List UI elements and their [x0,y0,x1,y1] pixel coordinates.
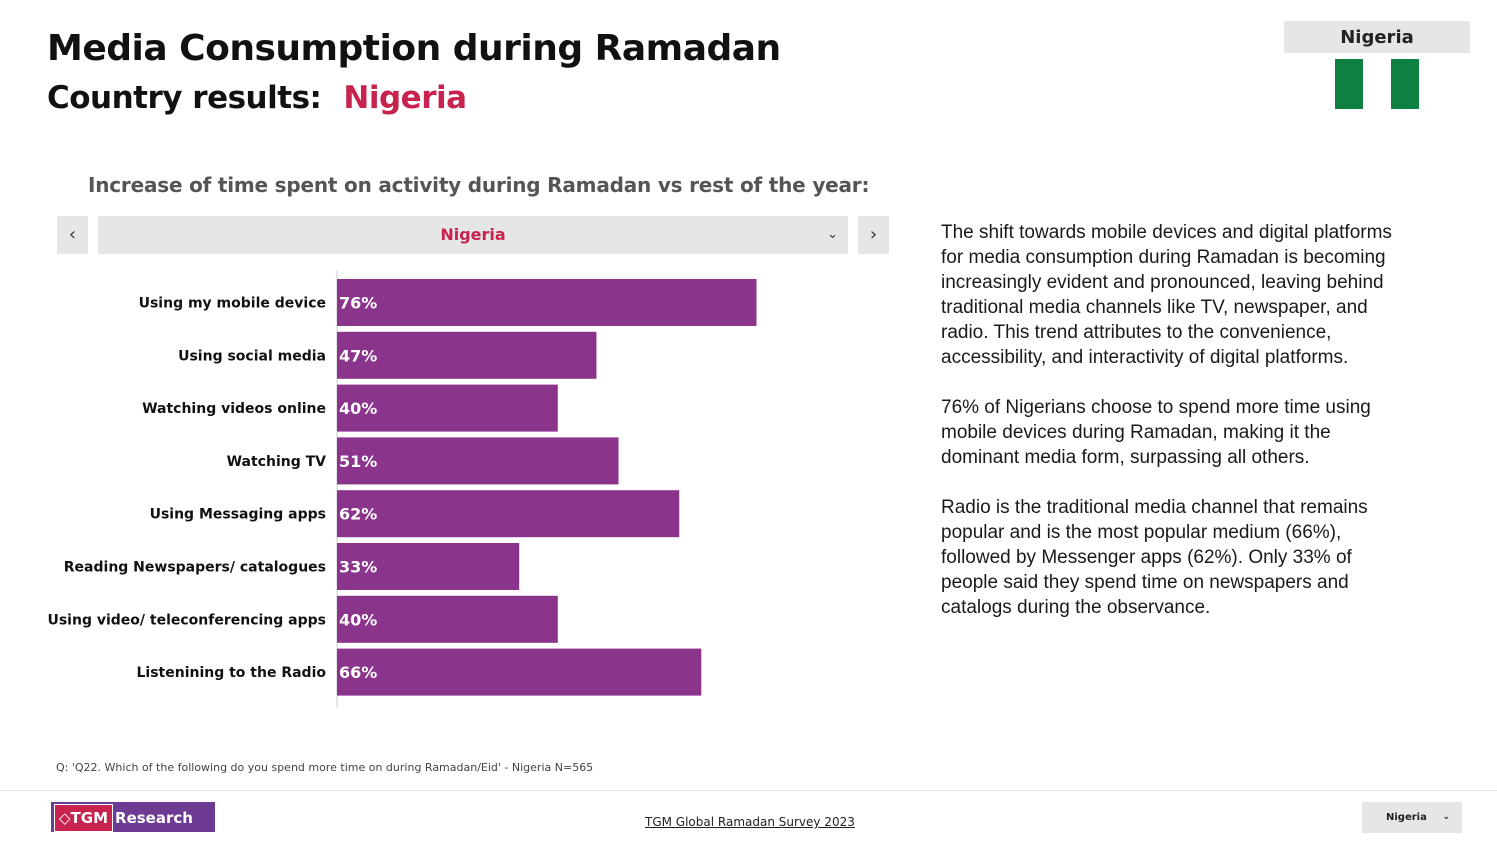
country-dropdown[interactable]: Nigeria ⌄ [98,216,848,254]
data-label: 33% [339,558,377,577]
subtitle-label: Country results: [47,80,322,116]
narrative-text: The shift towards mobile devices and dig… [941,220,1411,645]
previous-button[interactable]: ‹ [57,216,88,254]
category-label: Watching videos online [142,401,326,417]
footnote: Q: 'Q22. Which of the following do you s… [56,761,594,774]
data-label: 62% [339,505,377,524]
page-title: Media Consumption during Ramadan [47,28,781,69]
category-label: Listenining to the Radio [136,665,326,681]
bar [337,595,558,643]
category-label: Using social media [178,348,326,364]
data-label: 66% [339,663,377,682]
bar [337,437,619,485]
nigeria-flag-icon [1335,59,1419,109]
bar [337,279,757,326]
dropdown-value: Nigeria [440,225,506,244]
bar-chart: Using my mobile device 76% Using social me… [47,270,757,708]
page-subtitle: Country results: Nigeria [47,80,467,116]
chevron-left-icon: ‹ [68,224,77,245]
category-label: Watching TV [227,454,327,470]
category-label: Using Messaging apps [150,507,326,523]
bar [337,543,520,590]
bar [337,490,680,538]
data-label: 51% [339,452,377,471]
data-label: 40% [339,399,377,418]
footer-select-value: Nigeria [1386,812,1427,823]
bar [337,648,702,696]
category-label: Using my mobile device [139,296,326,312]
footer-country-select[interactable]: Nigeria ⌄ [1362,802,1462,833]
chevron-down-icon: ⌄ [1442,812,1450,822]
narrative-paragraph: The shift towards mobile devices and dig… [941,222,1392,368]
country-label-box: Nigeria [1284,21,1470,53]
category-label: Reading Newspapers/ catalogues [64,560,326,576]
next-button[interactable]: › [858,216,889,254]
survey-link[interactable]: TGM Global Ramadan Survey 2023 [645,815,855,829]
subtitle-country: Nigeria [343,80,467,116]
bar [337,331,597,379]
data-label: 76% [339,294,377,313]
category-label: Using video/ teleconferencing apps [47,612,326,628]
chevron-down-icon: ⌄ [827,227,838,242]
bar [337,384,558,432]
footer-divider [0,790,1497,791]
data-label: 40% [339,610,377,629]
logo-text: Research [115,809,193,827]
data-label: 47% [339,346,377,365]
tgm-research-logo: ◇TGM Research [51,802,215,832]
narrative-paragraph: 76% of Nigerians choose to spend more ti… [941,397,1371,468]
logo-mark: ◇TGM [54,804,114,832]
chart-heading: Increase of time spent on activity durin… [88,173,870,197]
chevron-right-icon: › [869,224,878,245]
narrative-paragraph: Radio is the traditional media channel t… [941,497,1368,618]
